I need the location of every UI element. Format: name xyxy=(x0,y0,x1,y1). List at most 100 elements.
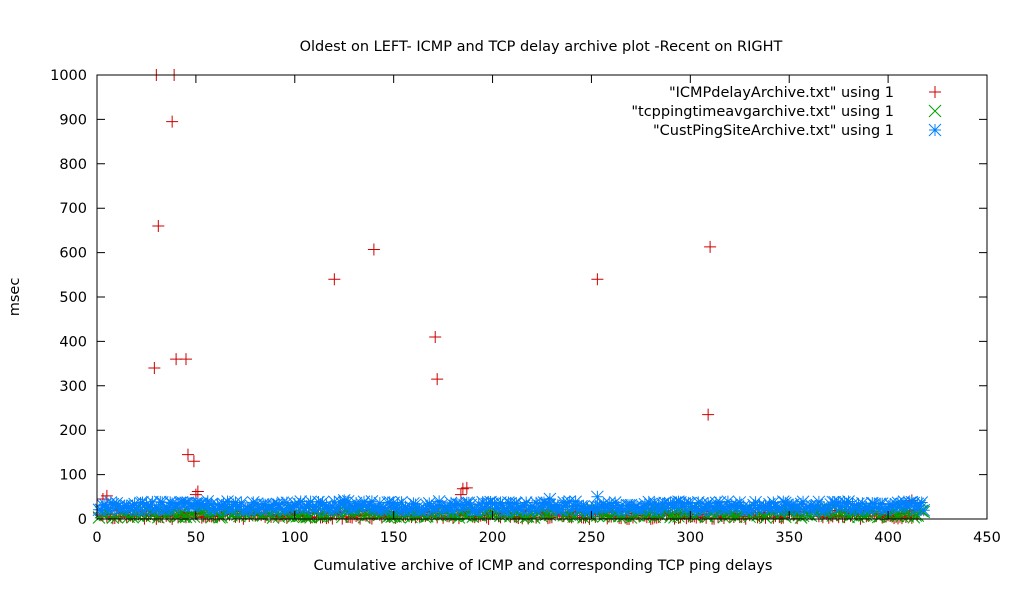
data-point xyxy=(917,503,931,517)
data-point xyxy=(830,498,844,512)
x-tick-label: 100 xyxy=(281,530,309,546)
data-point xyxy=(527,501,541,514)
data-point-outlier xyxy=(100,489,113,502)
y-tick-label: 1000 xyxy=(50,68,87,84)
x-tick-label: 400 xyxy=(874,530,902,546)
data-point xyxy=(632,502,646,516)
data-point xyxy=(316,496,329,509)
data-point xyxy=(729,510,743,524)
data-point xyxy=(426,504,440,518)
data-point xyxy=(399,500,412,514)
y-tick-label: 900 xyxy=(59,112,87,128)
legend-item-1: "ICMPdelayArchive.txt" using 1 xyxy=(669,85,941,101)
legend-label: "tcppingtimeavgarchive.txt" using 1 xyxy=(631,104,894,120)
data-point xyxy=(901,510,915,523)
data-point xyxy=(201,494,215,508)
data-point xyxy=(223,503,236,517)
plot-border xyxy=(96,74,988,520)
data-point xyxy=(278,503,292,517)
data-point xyxy=(155,496,169,509)
y-tick-label: 100 xyxy=(59,468,87,484)
data-point-outlier xyxy=(367,243,380,256)
plot-frame xyxy=(96,74,988,520)
data-point xyxy=(294,495,308,508)
y-axis-label: msec xyxy=(7,278,23,317)
data-point-outlier xyxy=(429,330,442,343)
data-point xyxy=(240,502,254,516)
data-point xyxy=(844,503,857,517)
y-tick-label: 300 xyxy=(59,379,87,395)
x-tick-label: 450 xyxy=(973,530,1001,546)
data-point xyxy=(209,503,223,517)
y-tick-label: 0 xyxy=(78,512,87,528)
data-point xyxy=(761,501,774,514)
x-tick-label: 0 xyxy=(92,530,101,546)
data-point xyxy=(836,500,849,513)
data-point-outlier xyxy=(148,362,161,375)
data-point xyxy=(897,495,911,508)
data-point xyxy=(496,498,509,512)
legend-label: "ICMPdelayArchive.txt" using 1 xyxy=(669,85,894,101)
data-point xyxy=(442,501,456,515)
data-point xyxy=(559,499,573,513)
data-point xyxy=(652,498,666,512)
data-point xyxy=(361,500,375,513)
data-point xyxy=(351,500,365,514)
data-point xyxy=(418,502,432,516)
data-point xyxy=(745,503,758,517)
data-point xyxy=(650,504,664,518)
data-point xyxy=(700,511,713,524)
data-point xyxy=(891,496,905,510)
data-point-outlier xyxy=(328,273,341,286)
data-point xyxy=(456,502,470,516)
data-point xyxy=(786,498,800,512)
data-point xyxy=(434,499,448,512)
data-point-outlier xyxy=(166,115,179,128)
data-point xyxy=(476,495,490,509)
x-tick-label: 300 xyxy=(676,530,704,546)
data-point xyxy=(792,503,806,516)
data-point xyxy=(505,503,519,517)
data-point xyxy=(488,497,501,510)
data-point xyxy=(658,496,671,510)
data-point xyxy=(444,496,458,510)
data-point xyxy=(812,495,826,509)
data-point-outlier xyxy=(431,373,444,386)
data-point xyxy=(782,503,796,517)
data-point-outlier xyxy=(702,408,715,421)
data-point xyxy=(387,496,401,510)
data-point xyxy=(672,495,685,508)
data-point xyxy=(850,502,863,515)
data-point xyxy=(310,500,323,514)
legend-marker xyxy=(928,104,942,118)
data-point xyxy=(415,504,428,518)
data-point-outlier xyxy=(180,353,192,366)
data-point xyxy=(280,496,294,510)
data-point xyxy=(790,500,804,514)
data-point xyxy=(363,498,377,512)
data-point xyxy=(577,500,590,513)
data-point xyxy=(765,502,778,516)
data-point xyxy=(600,501,614,515)
legend-item-2: "tcppingtimeavgarchive.txt" using 1 xyxy=(631,104,942,120)
data-point xyxy=(713,495,727,509)
data-point xyxy=(624,498,638,512)
data-point xyxy=(110,496,124,510)
data-point xyxy=(875,497,889,510)
data-point xyxy=(569,495,582,509)
x-tick-label: 50 xyxy=(187,530,205,546)
data-point xyxy=(893,500,907,514)
data-point xyxy=(205,497,219,511)
data-point xyxy=(185,499,199,513)
data-point xyxy=(810,498,824,512)
data-point xyxy=(557,496,571,509)
data-point xyxy=(634,503,648,516)
data-point xyxy=(235,496,248,510)
data-point xyxy=(96,499,110,512)
x-tick-label: 250 xyxy=(578,530,606,546)
data-point xyxy=(691,495,705,509)
data-point xyxy=(320,499,333,512)
x-axis-label: Cumulative archive of ICMP and correspon… xyxy=(313,558,772,574)
data-point xyxy=(565,503,579,517)
data-point xyxy=(470,503,484,517)
